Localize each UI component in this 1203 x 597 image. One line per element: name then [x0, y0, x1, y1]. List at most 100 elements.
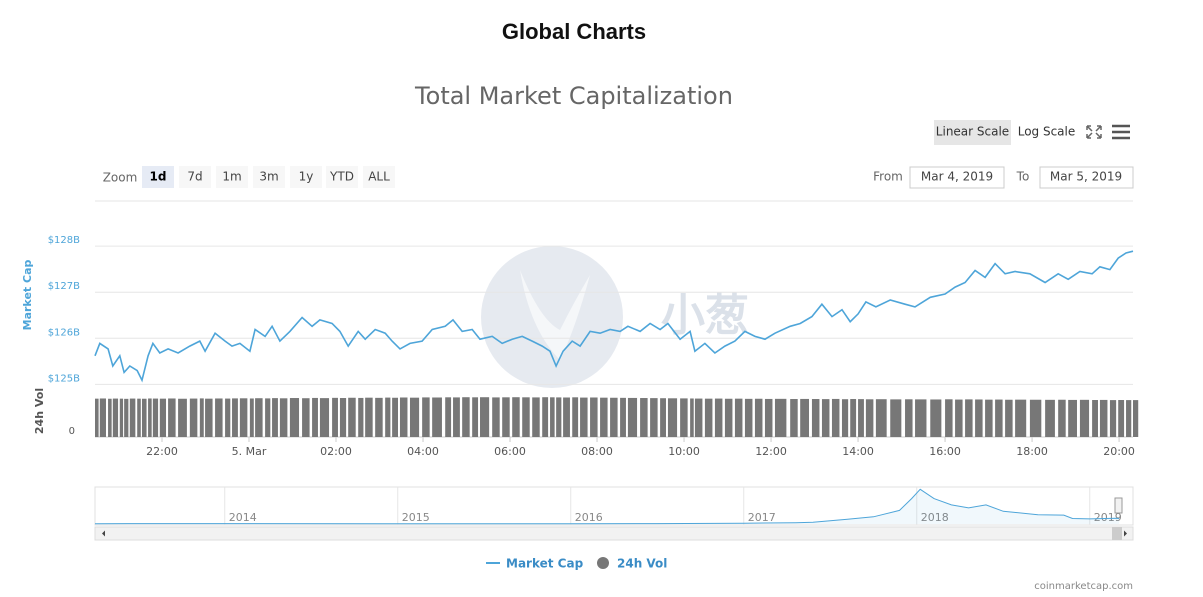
- from-input[interactable]: [909, 166, 1005, 189]
- volume-bar: [1099, 399, 1108, 437]
- navigator-tick-label: 2016: [575, 511, 603, 524]
- volume-bar: [239, 398, 248, 437]
- volume-bar: [1133, 400, 1139, 437]
- volume-bar: [774, 398, 787, 437]
- volume-bar: [734, 398, 743, 437]
- from-label: From: [873, 170, 903, 184]
- menu-icon[interactable]: [1112, 124, 1130, 140]
- volume-bar: [694, 398, 703, 437]
- from-date[interactable]: Mar 4, 2019: [921, 170, 993, 184]
- volume-bar: [915, 399, 927, 437]
- volume-bar: [375, 397, 383, 437]
- volume-bar: [1058, 399, 1066, 437]
- y-tick-label: $128B: [48, 235, 80, 246]
- navigator-area: [95, 489, 1120, 524]
- zoom-button[interactable]: YTD: [329, 170, 354, 184]
- volume-bar: [215, 398, 223, 437]
- volume-bar: [714, 398, 723, 437]
- fullscreen-icon[interactable]: [1086, 125, 1102, 139]
- x-tick-label: 20:00: [1103, 445, 1135, 458]
- x-tick-label: 18:00: [1016, 445, 1048, 458]
- volume-bar: [189, 398, 198, 437]
- x-tick-label: 5. Mar: [232, 445, 267, 458]
- volume-bar: [650, 398, 658, 437]
- volume-bar: [890, 399, 902, 437]
- volume-bar: [255, 398, 263, 437]
- zoom-button-bg[interactable]: [290, 166, 322, 188]
- volume-bar: [985, 399, 993, 437]
- volume-bar: [339, 398, 347, 437]
- volume-bar: [580, 397, 588, 437]
- scroll-right[interactable]: [1124, 530, 1127, 537]
- y-tick-label: $126B: [48, 327, 80, 338]
- zoom-button[interactable]: 1y: [299, 170, 314, 184]
- volume-bar: [332, 397, 338, 437]
- scale-button-bg[interactable]: [934, 120, 1011, 145]
- scale-button[interactable]: Linear Scale: [936, 125, 1009, 139]
- volume-bar: [492, 397, 500, 437]
- volume-bar: [358, 397, 364, 437]
- volume-bar: [409, 397, 420, 437]
- volume-bar: [148, 398, 152, 437]
- volume-bar: [955, 399, 963, 437]
- scrollbar-thumb[interactable]: [1112, 527, 1122, 540]
- volume-bar: [512, 397, 520, 437]
- scale-button[interactable]: Log Scale: [1018, 125, 1076, 139]
- volume-bar: [744, 398, 753, 437]
- volume-bar: [841, 399, 849, 437]
- x-tick-label: 10:00: [668, 445, 700, 458]
- zoom-button[interactable]: 1m: [222, 170, 241, 184]
- volume-bar: [532, 397, 540, 437]
- to-label: To: [1016, 170, 1030, 184]
- zoom-button[interactable]: 7d: [187, 170, 202, 184]
- volume-bar: [312, 397, 318, 437]
- zoom-button-bg[interactable]: [363, 166, 395, 188]
- volume-bar: [453, 397, 460, 437]
- volume-bar: [975, 399, 983, 437]
- legend-label[interactable]: Market Cap: [506, 557, 584, 571]
- volume-bar: [1079, 399, 1090, 437]
- zoom-button-bg[interactable]: [216, 166, 248, 188]
- zoom-button-bg[interactable]: [142, 166, 174, 188]
- zoom-button[interactable]: ALL: [368, 170, 390, 184]
- volume-bar: [724, 398, 733, 437]
- volume-bar: [610, 397, 618, 437]
- zoom-button-bg[interactable]: [253, 166, 285, 188]
- to-date[interactable]: Mar 5, 2019: [1050, 170, 1122, 184]
- zoom-button[interactable]: 1d: [150, 170, 167, 184]
- navigator-tick-label: 2019: [1094, 511, 1122, 524]
- volume-bar: [365, 397, 373, 437]
- volume-bar: [640, 398, 648, 437]
- zoom-button-bg[interactable]: [179, 166, 211, 188]
- volume-bar: [572, 397, 579, 437]
- volume-bar: [480, 397, 490, 437]
- zoom-button-bg[interactable]: [326, 166, 358, 188]
- volume-bar: [1092, 400, 1098, 437]
- volume-bar: [995, 399, 1003, 437]
- scroll-left[interactable]: [102, 530, 105, 537]
- volume-bar: [660, 398, 666, 437]
- zoom-button[interactable]: 3m: [259, 170, 278, 184]
- y-axis-title: Market Cap: [21, 260, 34, 331]
- volume-bar: [704, 398, 713, 437]
- scrollbar-track[interactable]: [94, 526, 1134, 541]
- volume-bar: [620, 397, 626, 437]
- volume-bar: [129, 398, 136, 437]
- x-tick-label: 04:00: [407, 445, 439, 458]
- chart-title: Total Market Capitalization: [414, 82, 733, 110]
- volume-bar: [800, 398, 810, 437]
- to-input[interactable]: [1039, 166, 1134, 189]
- volume-bar: [764, 398, 773, 437]
- navigator-handle[interactable]: [1114, 497, 1123, 514]
- x-tick-label: 02:00: [320, 445, 352, 458]
- volume-bar: [205, 398, 213, 437]
- legend-label[interactable]: 24h Vol: [617, 557, 667, 571]
- volume-bar: [432, 397, 442, 437]
- volume-bar: [522, 397, 530, 437]
- volume-bar: [152, 398, 159, 437]
- volume-bar: [1068, 399, 1077, 437]
- volume-bar: [385, 397, 391, 437]
- y2-axis-title: 24h Vol: [33, 388, 46, 434]
